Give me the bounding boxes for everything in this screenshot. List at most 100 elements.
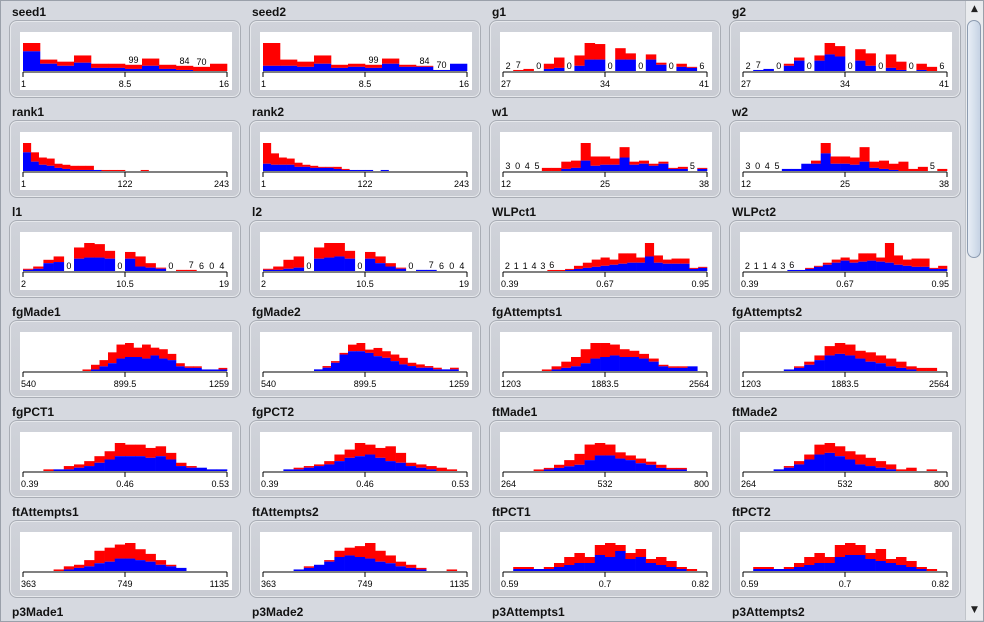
bar-segment-red (867, 253, 877, 261)
histogram-panel[interactable]: 264 532 800 (489, 420, 721, 498)
bar-segment-blue (193, 367, 202, 371)
bar-segment-red (513, 69, 524, 71)
bar-segment-blue (804, 364, 815, 371)
histogram-panel[interactable]: 0 0 0 7 6 0 4 2 10.5 19 (249, 220, 481, 298)
histogram-panel[interactable]: 540 899.5 1259 (9, 320, 241, 398)
bar-segment-blue (159, 68, 177, 71)
count-label: 3 (745, 161, 750, 171)
tick-label: 899.5 (354, 379, 377, 389)
histogram-panel[interactable]: 2 7 0 0 0 0 0 6 27 34 41 (729, 20, 961, 98)
tick-label: 16 (459, 79, 469, 89)
bar-segment-blue (339, 354, 349, 371)
histogram-panel[interactable]: 2 7 0 0 0 0 0 6 27 34 41 (489, 20, 721, 98)
bar-segment-blue (450, 63, 468, 71)
bar-segment-red (888, 163, 899, 170)
bar-segment-red (314, 464, 325, 467)
bar-segment-red (104, 451, 116, 460)
histogram-plot: 99 84 70 1 8.5 16 (260, 32, 472, 90)
bar-segment-red (125, 444, 136, 457)
histogram-panel[interactable]: 1203 1883.5 2564 (489, 320, 721, 398)
histogram-panel[interactable]: 363 749 1135 (249, 520, 481, 598)
histogram-panel[interactable]: 0 0 0 7 6 0 4 2 10.5 19 (9, 220, 241, 298)
bar-segment-red (594, 443, 606, 456)
tick-label: 0.95 (691, 279, 709, 289)
histogram-panel[interactable]: 0.59 0.7 0.82 (489, 520, 721, 598)
histogram-panel[interactable]: 2 1 1 4 3 6 0.39 0.67 0.95 (729, 220, 961, 298)
histogram-panel[interactable]: 0.59 0.7 0.82 (729, 520, 961, 598)
bar-segment-red (426, 466, 437, 470)
bar-segment-red (273, 266, 284, 270)
bar-segment-red (876, 257, 886, 262)
tick-label: 749 (117, 579, 132, 589)
bar-segment-red (278, 157, 287, 165)
histogram-panel[interactable]: 0.39 0.46 0.53 (249, 420, 481, 498)
bar-segment-blue (93, 169, 102, 171)
histogram-panel[interactable]: 0.39 0.46 0.53 (9, 420, 241, 498)
bar-segment-blue (629, 357, 640, 371)
bar-segment-red (541, 369, 552, 371)
bar-segment-blue (840, 260, 850, 271)
tick-label: 1259 (449, 379, 469, 389)
bar-segment-red (303, 566, 315, 568)
bar-segment-blue (273, 269, 284, 271)
bar-segment-blue (325, 167, 334, 171)
bar-segment-red (344, 449, 356, 458)
bar-segment-red (354, 546, 366, 557)
vertical-scrollbar[interactable]: ▲ ▼ (965, 1, 983, 620)
bar-segment-red (686, 569, 698, 571)
scroll-up-icon[interactable]: ▲ (971, 4, 978, 14)
bar-segment-red (916, 367, 927, 371)
histogram-panel[interactable]: 99 84 70 1 8.5 16 (249, 20, 481, 98)
bar-segment-blue (594, 555, 606, 571)
bar-segment-blue (590, 358, 601, 371)
attribute-title: g2 (732, 5, 747, 19)
attribute-title: fgAttempts2 (732, 305, 803, 319)
bar-segment-blue (609, 264, 619, 271)
bar-segment-blue (794, 464, 805, 471)
histogram-panel[interactable]: 1 122 243 (9, 120, 241, 198)
bar-segment-red (855, 350, 866, 359)
bar-segment-red (142, 344, 151, 359)
count-label: 3 (780, 261, 785, 271)
bar-segment-blue (513, 569, 524, 571)
bar-segment-red (834, 343, 846, 354)
bar-segment-red (689, 267, 699, 269)
bar-segment-red (814, 355, 825, 361)
bar-segment-blue (619, 157, 630, 171)
bar-segment-red (74, 564, 85, 568)
histogram-panel[interactable]: 540 899.5 1259 (249, 320, 481, 398)
bar-segment-red (84, 560, 95, 567)
attribute-title: w1 (492, 105, 509, 119)
histogram-panel[interactable]: 2 1 1 4 3 6 0.39 0.67 0.95 (489, 220, 721, 298)
bar-segment-red (263, 143, 272, 164)
count-label: 1 (754, 261, 759, 271)
scrollbar-thumb[interactable] (967, 20, 981, 258)
bar-segment-blue (794, 60, 805, 71)
histogram-panel[interactable]: 363 749 1135 (9, 520, 241, 598)
histogram-panel[interactable]: 1 122 243 (249, 120, 481, 198)
bar-segment-blue (104, 459, 116, 471)
bar-segment-blue (125, 558, 136, 571)
scroll-down-icon[interactable]: ▼ (971, 605, 978, 615)
histogram-panel[interactable]: 1203 1883.5 2564 (729, 320, 961, 398)
count-label: 0 (807, 61, 812, 71)
bar-segment-red (74, 464, 85, 468)
histogram-panel[interactable]: 99 84 70 1 8.5 16 (9, 20, 241, 98)
bar-segment-blue (303, 567, 315, 571)
bar-segment-blue (263, 269, 274, 271)
bar-segment-blue (893, 264, 903, 271)
bar-segment-red (619, 147, 630, 158)
tick-label: 749 (357, 579, 372, 589)
bar-segment-red (698, 266, 708, 268)
histogram-panel[interactable]: 264 532 800 (729, 420, 961, 498)
bar-segment-red (77, 165, 87, 170)
bar-segment-blue (145, 457, 156, 471)
histogram-chart: 0.59 0.7 0.82 (741, 543, 949, 589)
bar-segment-red (145, 553, 156, 562)
bar-segment-blue (845, 555, 856, 571)
histogram-panel[interactable]: 3 0 4 5 5 12 25 38 (489, 120, 721, 198)
histogram-panel[interactable]: 3 0 4 5 5 12 25 38 (729, 120, 961, 198)
bar-segment-red (680, 258, 690, 264)
bar-segment-red (416, 567, 427, 570)
bar-segment-red (23, 43, 41, 52)
